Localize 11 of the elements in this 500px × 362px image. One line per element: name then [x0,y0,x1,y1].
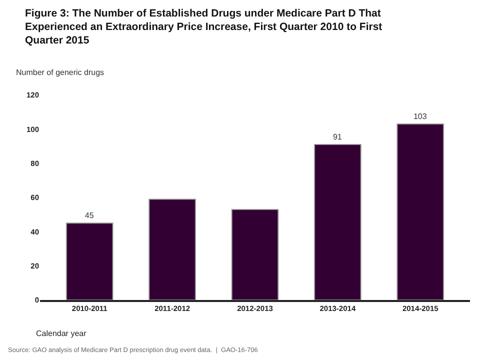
bar [148,198,196,300]
x-axis-title: Calendar year [36,329,87,338]
data-label: 91 [332,132,342,142]
bar [231,208,279,300]
data-label: 103 [413,112,428,122]
bar [396,124,444,300]
bar [314,144,362,300]
data-label: 45 [84,211,94,220]
y-axis-title: Number of generic drugs [16,68,104,77]
chart-title: Figure 3: The Number of Established Drugs under Medicare Part D That Experienced an Extraordinary Price Increase, First Quarter 2010 to First Quarter 2015 [25,7,383,47]
bar [66,222,114,300]
